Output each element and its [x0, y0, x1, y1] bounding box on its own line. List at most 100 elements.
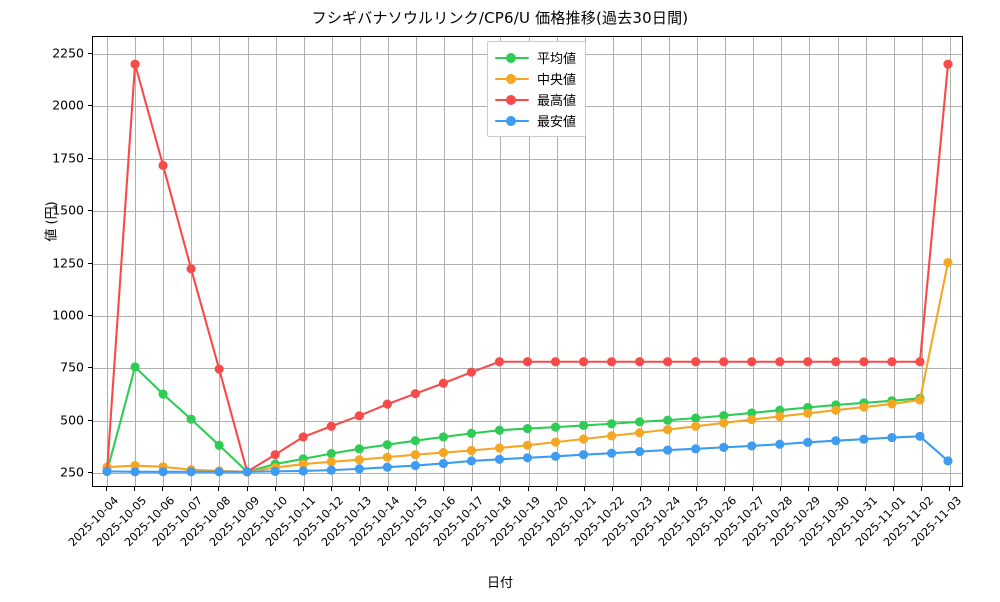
x-axis-title: 日付 [486, 576, 513, 591]
data-point [775, 405, 785, 415]
x-axis-tick-mark [639, 487, 641, 491]
x-axis-tick-mark [864, 487, 866, 491]
gridline-vertical [275, 37, 277, 486]
x-axis-tick-mark [106, 487, 108, 491]
data-point [438, 378, 448, 388]
x-axis-tick-mark [499, 487, 501, 491]
y-axis-tick-label: 1000 [52, 307, 84, 323]
gridline-vertical [921, 37, 923, 486]
y-axis-tick-mark [88, 105, 92, 107]
gridline-vertical [191, 37, 193, 486]
data-point [130, 460, 140, 471]
data-point [354, 411, 364, 421]
data-point [130, 59, 140, 69]
data-point [607, 357, 617, 367]
gridline-vertical [668, 37, 670, 486]
x-axis-tick-mark [358, 487, 360, 491]
data-point [663, 415, 673, 425]
data-point [466, 456, 477, 466]
gridline-horizontal [93, 473, 962, 475]
y-axis-tick-mark [88, 367, 92, 369]
data-point [578, 450, 589, 460]
data-point [607, 419, 617, 429]
gridline-vertical [219, 37, 221, 486]
gridline-vertical [865, 37, 867, 486]
data-point [298, 466, 308, 476]
x-axis-tick-mark [330, 487, 332, 491]
data-point [578, 357, 589, 367]
series-3 [102, 431, 953, 477]
data-point [466, 445, 477, 456]
data-point [635, 417, 645, 427]
gridline-horizontal [93, 315, 962, 317]
data-point [270, 466, 280, 476]
x-axis-tick-mark [527, 487, 529, 491]
data-point [354, 444, 364, 454]
data-point [354, 455, 364, 465]
data-point [270, 450, 280, 460]
data-point [803, 437, 813, 447]
data-point [691, 421, 701, 431]
data-point [466, 428, 477, 438]
data-point [635, 428, 645, 438]
x-axis-tick-mark [780, 487, 782, 491]
gridline-vertical [893, 37, 895, 486]
gridline-vertical [612, 37, 614, 486]
x-axis-tick-mark [920, 487, 922, 491]
data-point [943, 59, 953, 69]
data-point [943, 456, 953, 466]
data-point [578, 434, 589, 444]
chart-title: フシギバナソウルリンク/CP6/U 価格推移(過去30日間) [311, 9, 689, 27]
data-point [831, 405, 841, 415]
data-point [775, 357, 785, 367]
data-point [550, 422, 561, 432]
x-axis-tick-mark [555, 487, 557, 491]
data-point [607, 431, 617, 441]
data-point [775, 439, 785, 449]
legend-item-2[interactable]: 最高値 [495, 89, 576, 110]
data-point [550, 437, 561, 447]
data-point [354, 464, 364, 474]
data-point [887, 399, 897, 409]
data-point [691, 444, 701, 454]
gridline-vertical [444, 37, 446, 486]
data-point [578, 420, 589, 431]
legend-item-0[interactable]: 平均値 [495, 47, 576, 68]
y-axis-tick-label: 2250 [52, 45, 84, 61]
gridline-vertical [135, 37, 137, 486]
data-point [887, 432, 897, 443]
data-point [438, 432, 448, 442]
gridline-vertical [584, 37, 586, 486]
data-point [859, 402, 869, 412]
x-axis-tick-mark [667, 487, 669, 491]
series-line [105, 365, 921, 473]
data-point [607, 448, 617, 458]
x-axis-tick-mark [190, 487, 192, 491]
data-point [635, 357, 645, 367]
data-point [326, 421, 336, 431]
legend-item-3[interactable]: 最安値 [495, 110, 576, 131]
x-axis-tick-mark [274, 487, 276, 491]
data-point [859, 434, 869, 444]
x-axis-tick-mark [808, 487, 810, 491]
y-axis-tick-label: 250 [60, 464, 84, 480]
data-point [102, 466, 112, 476]
series-line [105, 261, 950, 473]
data-point [326, 465, 336, 475]
legend-item-1[interactable]: 中央値 [495, 68, 576, 89]
data-point [831, 436, 841, 446]
gridline-vertical [809, 37, 811, 486]
data-point [747, 357, 757, 367]
gridline-vertical [528, 37, 530, 486]
gridline-vertical [697, 37, 699, 486]
data-point [382, 462, 392, 472]
x-axis-tick-mark [752, 487, 754, 491]
y-axis-tick-mark [88, 314, 92, 316]
data-point [410, 436, 420, 446]
data-point [298, 432, 308, 442]
data-point [859, 357, 869, 367]
y-axis-tick-mark [88, 419, 92, 421]
data-point [186, 467, 196, 477]
data-point [550, 357, 561, 367]
